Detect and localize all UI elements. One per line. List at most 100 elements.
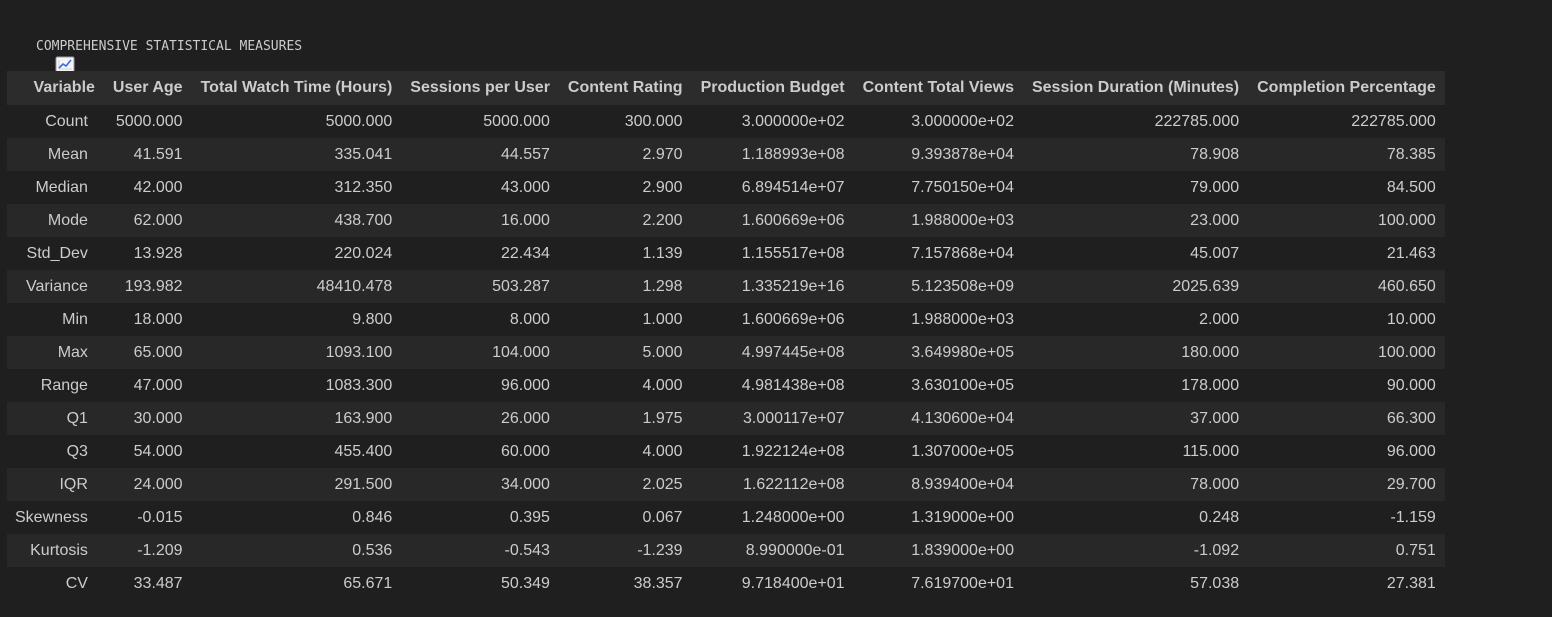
table-cell: 180.000 [1022, 336, 1249, 369]
table-row: Min 18.000 9.800 8.000 1.000 1.600669e+06 1.98… [7, 303, 1445, 336]
table-cell: 0.846 [191, 501, 402, 534]
table-cell: -1.092 [1022, 534, 1249, 567]
table-cell: 100.000 [1248, 204, 1445, 237]
table-cell: 0.248 [1022, 501, 1249, 534]
table-cell: 6.894514e+07 [691, 171, 854, 204]
column-header: Session Duration (Minutes) [1022, 71, 1249, 105]
column-header: User Age [103, 71, 192, 105]
column-header: Content Rating [558, 71, 692, 105]
table-cell: 10.000 [1248, 303, 1445, 336]
table-cell: 90.000 [1248, 369, 1445, 402]
table-cell: 57.038 [1022, 567, 1249, 600]
header-row: Variable User Age Total Watch Time (Hours)… [7, 71, 1445, 105]
table-cell: 1.307000e+05 [853, 435, 1023, 468]
table-cell: 163.900 [191, 402, 402, 435]
table-cell: 8.939400e+04 [853, 468, 1023, 501]
table-cell: 0.536 [191, 534, 402, 567]
table-cell: 34.000 [401, 468, 559, 501]
table-row: Q3 54.000 455.400 60.000 4.000 1.922124e+08 1.… [7, 435, 1445, 468]
table-row: IQR 24.000 291.500 34.000 2.025 1.622112e+08 8… [7, 468, 1445, 501]
table-row: Median 42.000 312.350 43.000 2.900 6.894514e+… [7, 171, 1445, 204]
table-cell: 96.000 [1248, 435, 1445, 468]
table-cell: 1.000 [558, 303, 692, 336]
table-cell: 78.908 [1022, 138, 1249, 171]
table-cell: 5000.000 [103, 105, 192, 138]
table-cell: 44.557 [401, 138, 559, 171]
table-cell: 5000.000 [401, 105, 559, 138]
chart-increasing-icon [8, 39, 75, 73]
table-cell: 22.434 [401, 237, 559, 270]
table-cell: 335.041 [191, 138, 402, 171]
table-cell: 9.718400e+01 [691, 567, 854, 600]
table-cell: 78.000 [1022, 468, 1249, 501]
table-cell: 4.000 [558, 435, 692, 468]
row-label: Min [7, 303, 104, 336]
table-cell: 16.000 [401, 204, 559, 237]
table-cell: 9.393878e+04 [853, 138, 1023, 171]
column-header: Sessions per User [401, 71, 559, 105]
table-cell: 3.649980e+05 [853, 336, 1023, 369]
table-cell: 1.155517e+08 [691, 237, 854, 270]
table-cell: 291.500 [191, 468, 402, 501]
table-cell: 1093.100 [191, 336, 402, 369]
table-cell: 84.500 [1248, 171, 1445, 204]
table-cell: 9.800 [191, 303, 402, 336]
column-header: Total Watch Time (Hours) [191, 71, 402, 105]
row-label: Mean [7, 138, 104, 171]
table-cell: 1.622112e+08 [691, 468, 854, 501]
table-cell: 65.000 [103, 336, 192, 369]
table-cell: 42.000 [103, 171, 192, 204]
table-cell: 3.630100e+05 [853, 369, 1023, 402]
table-cell: 1083.300 [191, 369, 402, 402]
table-cell: 3.000117e+07 [691, 402, 854, 435]
table-cell: 312.350 [191, 171, 402, 204]
column-header: Production Budget [691, 71, 854, 105]
table-cell: -1.209 [103, 534, 192, 567]
row-label: Skewness [7, 501, 104, 534]
table-row: Count 5000.000 5000.000 5000.000 300.000 3.00… [7, 105, 1445, 138]
table-cell: 8.990000e-01 [691, 534, 854, 567]
table-cell: 1.248000e+00 [691, 501, 854, 534]
row-label: Count [7, 105, 104, 138]
table-cell: 29.700 [1248, 468, 1445, 501]
table-cell: 1.600669e+06 [691, 303, 854, 336]
table-cell: 4.997445e+08 [691, 336, 854, 369]
table-cell: 2.025 [558, 468, 692, 501]
table-cell: 1.922124e+08 [691, 435, 854, 468]
table-cell: 33.487 [103, 567, 192, 600]
table-cell: 2.200 [558, 204, 692, 237]
table-row: Std_Dev 13.928 220.024 22.434 1.139 1.155517e… [7, 237, 1445, 270]
table-cell: 1.988000e+03 [853, 204, 1023, 237]
table-row: Kurtosis -1.209 0.536 -0.543 -1.239 8.990000e… [7, 534, 1445, 567]
table-cell: 1.139 [558, 237, 692, 270]
table-cell: 2.900 [558, 171, 692, 204]
table-cell: 1.298 [558, 270, 692, 303]
table-cell: 503.287 [401, 270, 559, 303]
table-cell: 2.970 [558, 138, 692, 171]
table-cell: 438.700 [191, 204, 402, 237]
table-cell: 100.000 [1248, 336, 1445, 369]
table-cell: 115.000 [1022, 435, 1249, 468]
table-cell: 222785.000 [1022, 105, 1249, 138]
table-cell: 48410.478 [191, 270, 402, 303]
table-cell: -1.239 [558, 534, 692, 567]
table-cell: 1.839000e+00 [853, 534, 1023, 567]
table-cell: 1.335219e+16 [691, 270, 854, 303]
table-cell: 24.000 [103, 468, 192, 501]
table-cell: -1.159 [1248, 501, 1445, 534]
table-cell: 45.007 [1022, 237, 1249, 270]
table-cell: 1.975 [558, 402, 692, 435]
row-label: Kurtosis [7, 534, 104, 567]
table-cell: 7.750150e+04 [853, 171, 1023, 204]
table-row: Q1 30.000 163.900 26.000 1.975 3.000117e+07 4.… [7, 402, 1445, 435]
row-label: Q1 [7, 402, 104, 435]
table-cell: 65.671 [191, 567, 402, 600]
row-label: Max [7, 336, 104, 369]
table-cell: 41.591 [103, 138, 192, 171]
table-cell: 7.157868e+04 [853, 237, 1023, 270]
table-cell: 3.000000e+02 [853, 105, 1023, 138]
table-cell: 47.000 [103, 369, 192, 402]
table-cell: 0.751 [1248, 534, 1445, 567]
table-row: Skewness -0.015 0.846 0.395 0.067 1.248000e+0… [7, 501, 1445, 534]
table-cell: 1.188993e+08 [691, 138, 854, 171]
